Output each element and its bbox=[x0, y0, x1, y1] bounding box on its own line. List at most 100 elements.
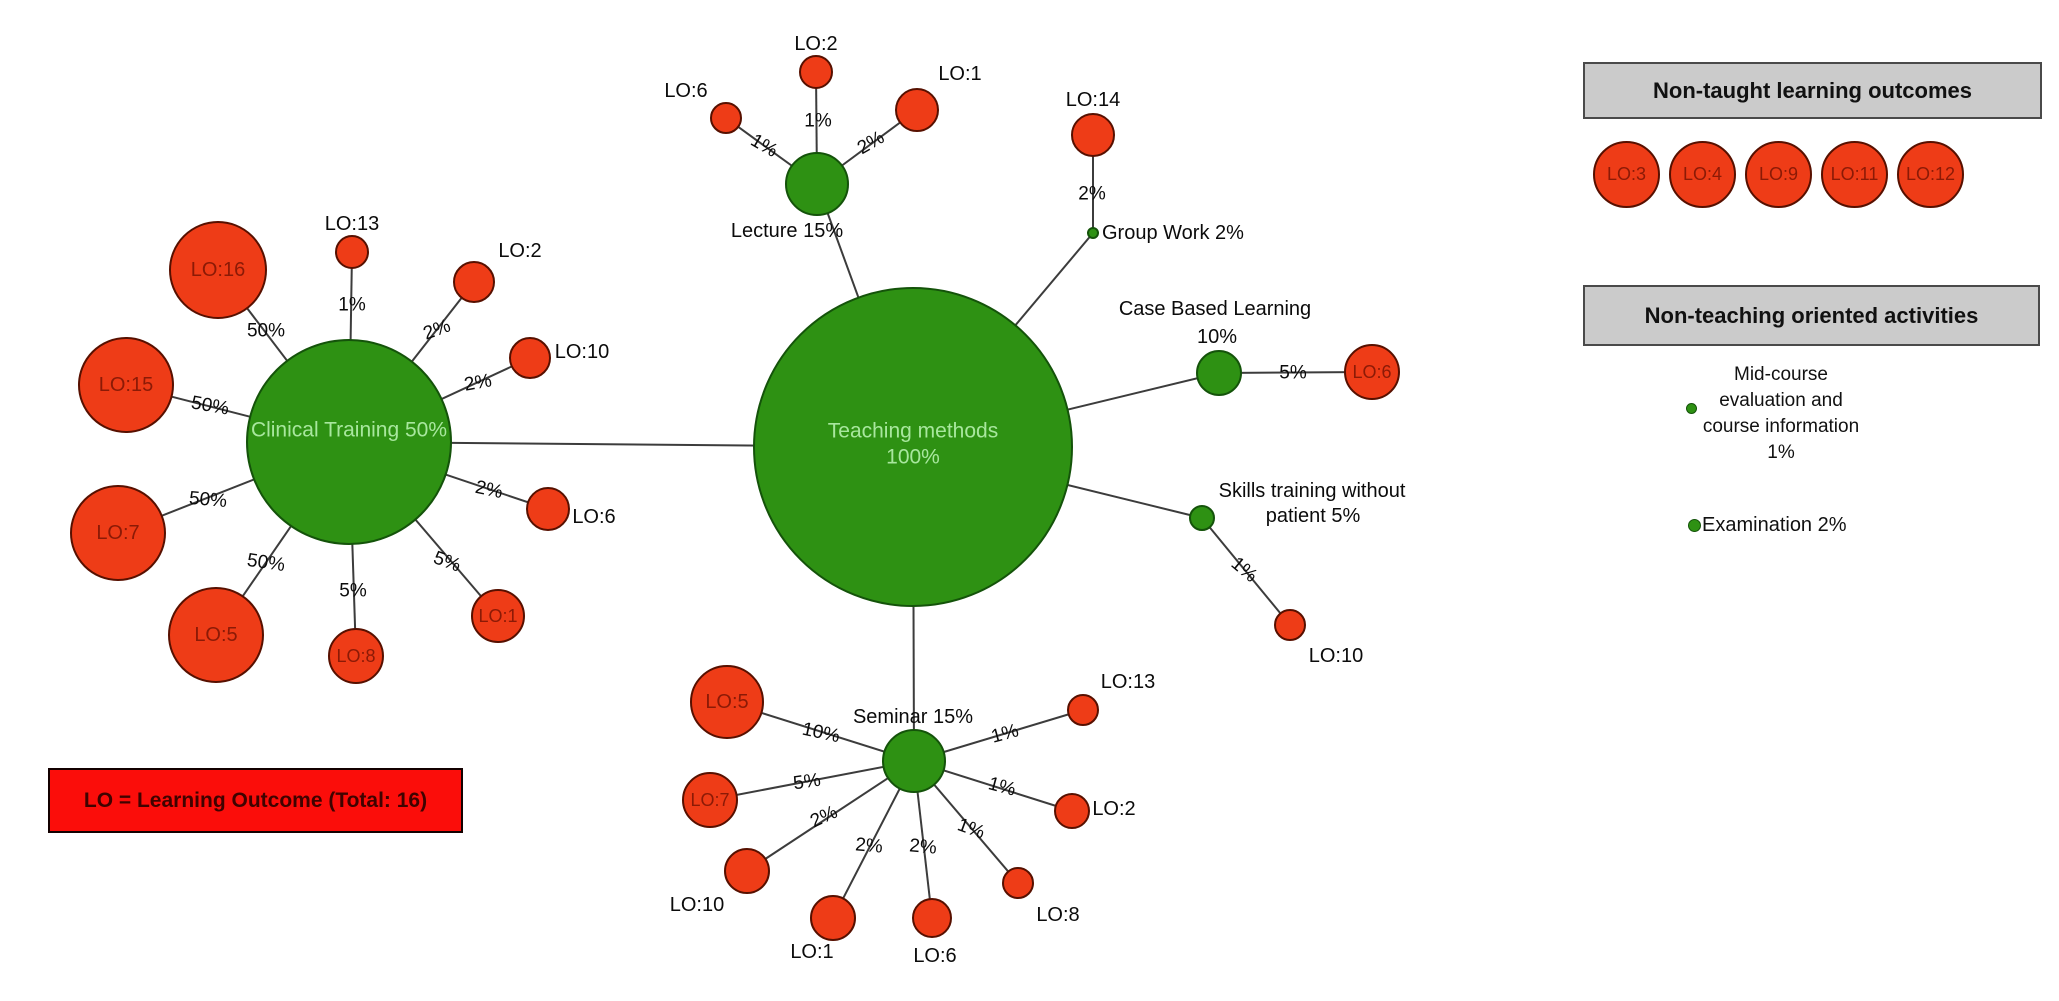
node-external-label: LO:1 bbox=[790, 941, 833, 963]
mid-course-line-3: course information bbox=[1702, 416, 1860, 437]
node-seminar-lo7 bbox=[682, 772, 738, 828]
node-external-label: LO:8 bbox=[1036, 904, 1079, 926]
node-seminar-lo13 bbox=[1067, 694, 1099, 726]
edge-label: 2% bbox=[1078, 184, 1106, 205]
node-seminar-lo2 bbox=[1054, 793, 1090, 829]
node-skills-lo10 bbox=[1274, 609, 1306, 641]
edge-label: 5% bbox=[431, 547, 464, 576]
edge-label: 1% bbox=[747, 130, 781, 162]
edge-label: 2% bbox=[473, 477, 504, 503]
node-external-label: LO:2 bbox=[794, 33, 837, 55]
edge-label: 1% bbox=[955, 814, 988, 843]
node-teaching-hub bbox=[753, 287, 1073, 607]
node-seminar-lo1 bbox=[810, 895, 856, 941]
mid-course-line-4: 1% bbox=[1767, 442, 1795, 463]
node-clinical-lo2 bbox=[453, 261, 495, 303]
node-external-label: Lecture 15% bbox=[731, 220, 844, 242]
edge-label: 50% bbox=[246, 550, 287, 576]
legend-circle-lo4: LO:4 bbox=[1669, 141, 1736, 208]
node-external-label: LO:2 bbox=[1092, 798, 1135, 820]
node-external-label: LO:14 bbox=[1066, 89, 1120, 111]
node-label-seminar-lo7: LO:7 bbox=[690, 790, 729, 810]
examination-label: Examination 2% bbox=[1702, 514, 1847, 536]
node-label-clinical-lo16: LO:16 bbox=[191, 259, 245, 281]
node-seminar-lo10 bbox=[724, 848, 770, 894]
edge-label: 50% bbox=[189, 392, 230, 419]
edge-line bbox=[709, 760, 915, 801]
node-external-label: Seminar 15% bbox=[853, 706, 973, 728]
edge-label: 2% bbox=[421, 315, 454, 344]
edge-label: 2% bbox=[463, 370, 494, 395]
node-clinical-lo10 bbox=[509, 337, 551, 379]
node-clinical-lo8 bbox=[328, 628, 384, 684]
node-clinical-lo7 bbox=[70, 485, 166, 581]
node-external-label: Group Work 2% bbox=[1102, 222, 1244, 244]
node-skills-hub bbox=[1189, 505, 1215, 531]
edge-label: 50% bbox=[247, 321, 285, 342]
edge-label: 5% bbox=[339, 581, 367, 602]
node-lecture-lo1 bbox=[895, 88, 939, 132]
legend-circle-lo11: LO:11 bbox=[1821, 141, 1888, 208]
legend-circle-lo3: LO:3 bbox=[1593, 141, 1660, 208]
node-external-label: LO:2 bbox=[498, 240, 541, 262]
node-clinical-lo15 bbox=[78, 337, 174, 433]
node-case-based-lo6 bbox=[1344, 344, 1400, 400]
edge-label: 2% bbox=[854, 834, 883, 857]
node-external-label: Case Based Learning bbox=[1119, 298, 1311, 320]
edge-label: 2% bbox=[854, 127, 888, 159]
mid-course-line-2: evaluation and bbox=[1719, 390, 1843, 411]
node-clinical-lo6 bbox=[526, 487, 570, 531]
mid-course-dot-icon bbox=[1686, 403, 1697, 414]
edge-label: 1% bbox=[1227, 553, 1262, 587]
node-clinical-lo5 bbox=[168, 587, 264, 683]
node-external-label: LO:1 bbox=[938, 63, 981, 85]
node-label-clinical-lo1: LO:1 bbox=[478, 606, 517, 626]
node-clinical-lo1 bbox=[471, 589, 525, 643]
node-external-label: 10% bbox=[1197, 326, 1237, 348]
edge-line bbox=[1201, 517, 1291, 626]
node-external-label: LO:6 bbox=[664, 80, 707, 102]
node-groupwork-hub bbox=[1087, 227, 1099, 239]
node-external-label: LO:13 bbox=[325, 213, 379, 235]
node-label-clinical-hub: Clinical Training 50% bbox=[251, 419, 447, 442]
node-external-label: LO:10 bbox=[1309, 645, 1363, 667]
node-label-teaching-hub: Teaching methods bbox=[828, 420, 998, 443]
edge-label: 1% bbox=[804, 111, 832, 132]
node-label-clinical-lo8: LO:8 bbox=[336, 646, 375, 666]
node-clinical-hub bbox=[246, 339, 452, 545]
node-groupwork-lo14 bbox=[1071, 113, 1115, 157]
node-label-case-based-lo6: LO:6 bbox=[1352, 362, 1391, 382]
node-lecture-lo2 bbox=[799, 55, 833, 89]
node-external-label: patient 5% bbox=[1266, 505, 1361, 527]
node-label-clinical-lo7: LO:7 bbox=[96, 522, 139, 544]
edge-label: 1% bbox=[986, 773, 1018, 800]
node-clinical-lo13 bbox=[335, 235, 369, 269]
edge-label: 5% bbox=[792, 770, 822, 795]
mid-course-line-1: Mid-course bbox=[1734, 364, 1828, 385]
node-seminar-hub bbox=[882, 729, 946, 793]
node-seminar-lo5 bbox=[690, 665, 764, 739]
edge-label: 10% bbox=[800, 719, 842, 747]
node-case-based-hub bbox=[1196, 350, 1242, 396]
node-lecture-hub bbox=[785, 152, 849, 216]
node-seminar-lo8 bbox=[1002, 867, 1034, 899]
lo-abbreviation-note: LO = Learning Outcome (Total: 16) bbox=[48, 768, 463, 833]
examination-dot-icon bbox=[1688, 519, 1701, 532]
legend-circle-lo9: LO:9 bbox=[1745, 141, 1812, 208]
node-seminar-lo6 bbox=[912, 898, 952, 938]
edge-label: 5% bbox=[1279, 363, 1307, 384]
edge-label: 2% bbox=[908, 835, 937, 858]
node-external-label: LO:6 bbox=[913, 945, 956, 967]
legend-non-taught-header: Non-taught learning outcomes bbox=[1583, 62, 2042, 119]
legend-circle-lo12: LO:12 bbox=[1897, 141, 1964, 208]
node-label-clinical-lo5: LO:5 bbox=[194, 624, 237, 646]
node-external-label: LO:10 bbox=[555, 341, 609, 363]
node-label-teaching-hub: 100% bbox=[886, 446, 940, 469]
legend-non-taught-circles: LO:3 LO:4 LO:9 LO:11 LO:12 bbox=[1593, 141, 1964, 208]
node-clinical-lo16 bbox=[169, 221, 267, 319]
edge-label: 1% bbox=[338, 295, 366, 316]
node-external-label: LO:13 bbox=[1101, 671, 1155, 693]
edge-label: 50% bbox=[188, 488, 228, 512]
